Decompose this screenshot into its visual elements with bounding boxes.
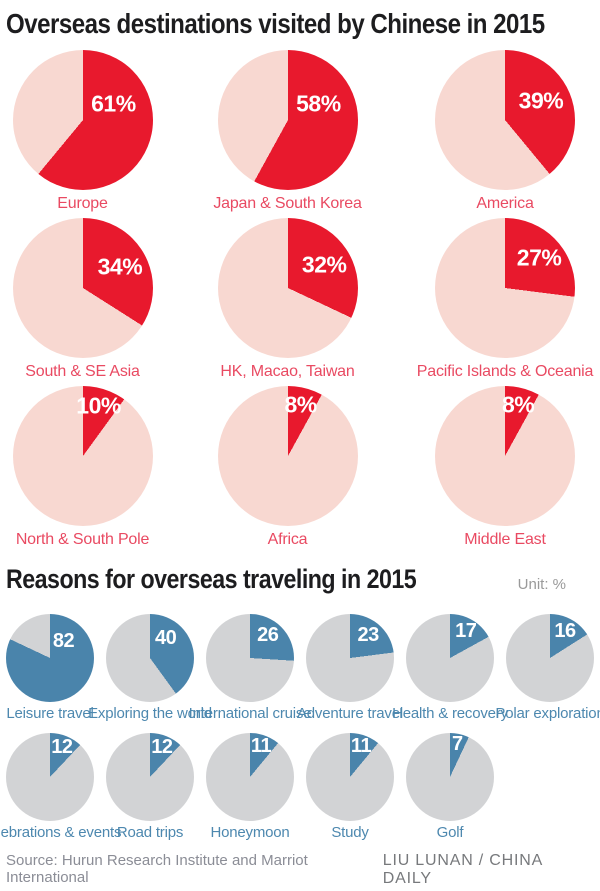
- pie-category-label: Middle East: [464, 531, 546, 548]
- pie-value-label: 10%: [76, 392, 121, 419]
- pie-category-label: Polar exploration: [495, 705, 600, 722]
- pie-value-label: 11: [350, 735, 372, 758]
- pie-category-label: Japan & South Korea: [213, 195, 362, 212]
- pie-category-label: Golf: [436, 824, 464, 841]
- pie-europe: 61% Europe: [12, 50, 153, 214]
- pie-category-label: Leisure travel: [6, 705, 94, 722]
- pie-africa: 8% Africa: [217, 386, 358, 550]
- page-title: Overseas destinations visited by Chinese…: [6, 8, 594, 40]
- page-title-text: Overseas destinations visited by Chinese…: [6, 8, 545, 39]
- pie-honeymoon-graphic: 11: [206, 733, 294, 821]
- pie-category-label: HK, Macao, Taiwan: [220, 363, 355, 380]
- pie-value-label: 34%: [97, 253, 143, 280]
- pie-road-trips: 12 Road trips: [106, 733, 194, 842]
- header: Overseas destinations visited by Chinese…: [0, 0, 600, 40]
- pie-golf-graphic: 7: [406, 733, 494, 821]
- pie-international-cruise: 26 International cruise: [189, 614, 312, 723]
- pie-category-label: Adventure travel: [296, 705, 404, 722]
- source-note: Source: Hurun Research Institute and Mar…: [6, 852, 308, 886]
- pie-value-label: 16: [554, 619, 576, 642]
- pie-health-recovery-graphic: 17: [406, 614, 494, 702]
- pie-value-label: 11: [250, 735, 272, 758]
- pie-middle-east: 8% Middle East: [435, 386, 575, 550]
- pie-value-label: 12: [151, 736, 173, 759]
- pie-category-label: International cruise: [188, 705, 312, 722]
- pie-value-label: 23: [357, 623, 380, 646]
- pie-value-label: 61%: [91, 90, 136, 117]
- pie-study: 11 Study: [306, 733, 394, 842]
- pie-value-label: 17: [455, 620, 477, 643]
- pie-value-label: 8%: [502, 391, 535, 418]
- pie-adventure-travel: 23 Adventure travel: [297, 614, 403, 723]
- pie-value-label: 32%: [301, 251, 347, 278]
- pie-golf: 7 Golf: [406, 733, 494, 842]
- pie-honeymoon: 11 Honeymoon: [206, 733, 294, 842]
- pie-pacific-islands-oceania-graphic: 27%: [435, 218, 575, 358]
- unit-label: Unit: %: [517, 576, 566, 593]
- pie-africa-graphic: 8%: [217, 386, 358, 526]
- pie-hk-macao-taiwan-graphic: 32%: [217, 218, 358, 358]
- pie-north-south-pole-graphic: 10%: [12, 386, 153, 526]
- pie-polar-exploration-graphic: 16: [506, 614, 594, 702]
- pie-international-cruise-graphic: 26: [206, 614, 294, 702]
- pie-celebrations-events-graphic: 12: [6, 733, 94, 821]
- pie-value-label: 8%: [284, 391, 318, 418]
- pie-hk-macao-taiwan: 32% HK, Macao, Taiwan: [217, 218, 358, 382]
- pie-value-label: 58%: [296, 90, 341, 117]
- credit: LIU LUNAN / CHINA DAILY: [382, 852, 543, 887]
- pie-category-label: Europe: [57, 195, 108, 212]
- pie-value-label: 7: [451, 733, 463, 756]
- pie-value-label: 27%: [516, 244, 562, 271]
- footer: Source: Hurun Research Institute and Mar…: [0, 842, 600, 888]
- pie-category-label: Celebrations & events: [0, 824, 122, 841]
- pie-value-label: 26: [257, 624, 279, 647]
- pie-value-label: 82: [52, 629, 75, 652]
- pie-america-graphic: 39%: [435, 50, 575, 190]
- pie-polar-exploration: 16 Polar exploration: [495, 614, 600, 723]
- pie-japan-south-korea: 58% Japan & South Korea: [213, 50, 362, 214]
- pie-category-label: Road trips: [116, 824, 184, 841]
- pie-exploring-the-world: 40 Exploring the world: [88, 614, 212, 723]
- pie-category-label: South & SE Asia: [25, 363, 140, 380]
- pie-category-label: North & South Pole: [15, 531, 150, 548]
- pie-value-label: 12: [51, 736, 73, 759]
- pie-study-graphic: 11: [306, 733, 394, 821]
- pie-value-label: 39%: [518, 87, 564, 114]
- pie-value-label: 40: [154, 627, 177, 650]
- pie-category-label: Study: [331, 824, 369, 841]
- pie-america: 39% America: [435, 50, 575, 214]
- reasons-pie-grid: 82 Leisure travel 40 Exploring the world 26 I…: [0, 614, 600, 842]
- pie-exploring-the-world-graphic: 40: [106, 614, 194, 702]
- pie-health-recovery: 17 Health & recovery: [392, 614, 508, 723]
- pie-south-se-asia: 34% South & SE Asia: [12, 218, 153, 382]
- pie-middle-east-graphic: 8%: [435, 386, 575, 526]
- pie-road-trips-graphic: 12: [106, 733, 194, 821]
- pie-category-label: Exploring the world: [88, 705, 212, 722]
- pie-category-label: Honeymoon: [210, 824, 290, 841]
- pie-japan-south-korea-graphic: 58%: [217, 50, 358, 190]
- reasons-title-text: Reasons for overseas traveling in 2015: [6, 564, 417, 594]
- pie-europe-graphic: 61%: [12, 50, 153, 190]
- reasons-section-header: Reasons for overseas traveling in 2015 U…: [0, 564, 600, 596]
- reasons-title: Reasons for overseas traveling in 2015: [6, 564, 594, 595]
- pie-celebrations-events: 12 Celebrations & events: [0, 733, 121, 842]
- pie-category-label: Africa: [267, 531, 308, 548]
- pie-category-label: Pacific Islands & Oceania: [416, 363, 594, 380]
- pie-adventure-travel-graphic: 23: [306, 614, 394, 702]
- pie-leisure-travel-graphic: 82: [6, 614, 94, 702]
- pie-category-label: America: [476, 195, 534, 212]
- pie-north-south-pole: 10% North & South Pole: [12, 386, 153, 550]
- pie-leisure-travel: 82 Leisure travel: [6, 614, 94, 723]
- pie-pacific-islands-oceania: 27% Pacific Islands & Oceania: [417, 218, 593, 382]
- pie-category-label: Health & recovery: [392, 705, 508, 722]
- destinations-pie-grid: 61% Europe 58% Japan & South Korea 39% Americ…: [0, 50, 600, 550]
- pie-south-se-asia-graphic: 34%: [12, 218, 153, 358]
